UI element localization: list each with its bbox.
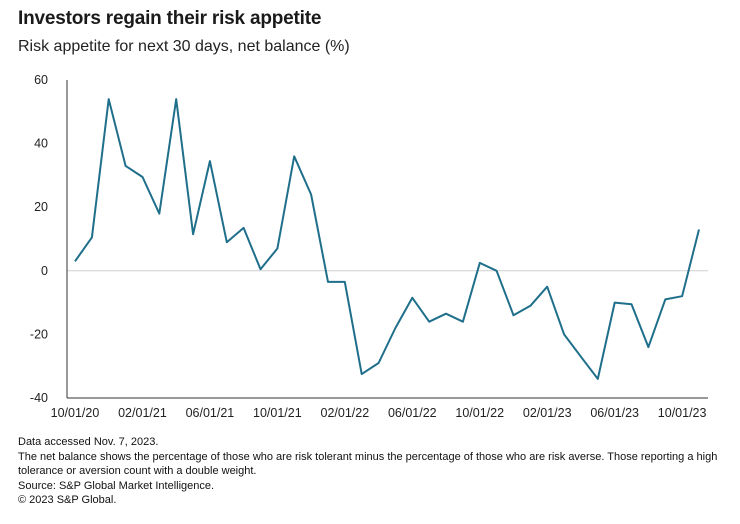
data-point: [681, 295, 683, 297]
y-tick-label: 20: [34, 200, 48, 214]
x-tick-label: 06/01/22: [388, 406, 437, 420]
data-point: [91, 236, 93, 238]
data-point: [664, 298, 666, 300]
chart-title: Investors regain their risk appetite: [18, 8, 322, 29]
data-point: [496, 270, 498, 272]
data-point: [141, 176, 143, 178]
x-tick-label: 10/01/20: [51, 406, 100, 420]
note-definition: The net balance shows the percentage of …: [18, 450, 718, 478]
data-point: [580, 356, 582, 358]
chart-notes: Data accessed Nov. 7, 2023. The net bala…: [18, 435, 728, 508]
data-point: [344, 281, 346, 283]
data-point: [563, 333, 565, 335]
data-point: [209, 160, 211, 162]
data-point: [74, 260, 76, 262]
data-point: [631, 303, 633, 305]
data-point: [647, 346, 649, 348]
note-source: Source: S&P Global Market Intelligence.: [18, 479, 215, 492]
y-tick-label: 0: [41, 264, 48, 278]
y-tick-label: 40: [34, 137, 48, 151]
y-tick-label: -20: [30, 327, 48, 341]
x-tick-label: 10/01/21: [253, 406, 302, 420]
y-axis: 60 40 20 0 -20 -40: [30, 73, 48, 405]
note-accessed: Data accessed Nov. 7, 2023.: [18, 436, 159, 448]
x-tick-label: 02/01/23: [523, 406, 572, 420]
data-point: [445, 313, 447, 315]
x-axis: 10/01/20 02/01/21 06/01/21 10/01/21 02/01/22…: [51, 406, 707, 420]
data-point: [462, 321, 464, 323]
x-tick-label: 10/01/23: [658, 406, 707, 420]
data-point: [243, 227, 245, 229]
data-point: [614, 302, 616, 304]
y-tick-label: -40: [30, 391, 48, 405]
data-point: [108, 98, 110, 100]
data-point: [512, 314, 514, 316]
x-tick-label: 10/01/22: [455, 406, 504, 420]
data-point: [698, 228, 700, 230]
x-tick-label: 06/01/23: [590, 406, 639, 420]
data-point: [226, 241, 228, 243]
data-point: [125, 165, 127, 167]
x-tick-label: 02/01/21: [118, 406, 167, 420]
data-point: [529, 305, 531, 307]
x-tick-label: 02/01/22: [321, 406, 370, 420]
data-point: [597, 378, 599, 380]
data-point: [175, 98, 177, 100]
data-point: [546, 286, 548, 288]
data-point: [428, 321, 430, 323]
data-point: [327, 281, 329, 283]
series-line: [74, 98, 700, 380]
y-tick-label: 60: [34, 73, 48, 87]
chart-subtitle: Risk appetite for next 30 days, net bala…: [18, 38, 350, 55]
data-point: [158, 213, 160, 215]
data-point: [361, 373, 363, 375]
note-copyright: © 2023 S&P Global.: [18, 494, 117, 506]
data-point: [479, 262, 481, 264]
data-point: [394, 327, 396, 329]
data-point: [192, 233, 194, 235]
data-point: [260, 268, 262, 270]
data-point: [293, 155, 295, 157]
data-point: [276, 248, 278, 250]
x-tick-label: 06/01/21: [186, 406, 235, 420]
data-point: [310, 193, 312, 195]
data-point: [378, 362, 380, 364]
data-point: [411, 297, 413, 299]
